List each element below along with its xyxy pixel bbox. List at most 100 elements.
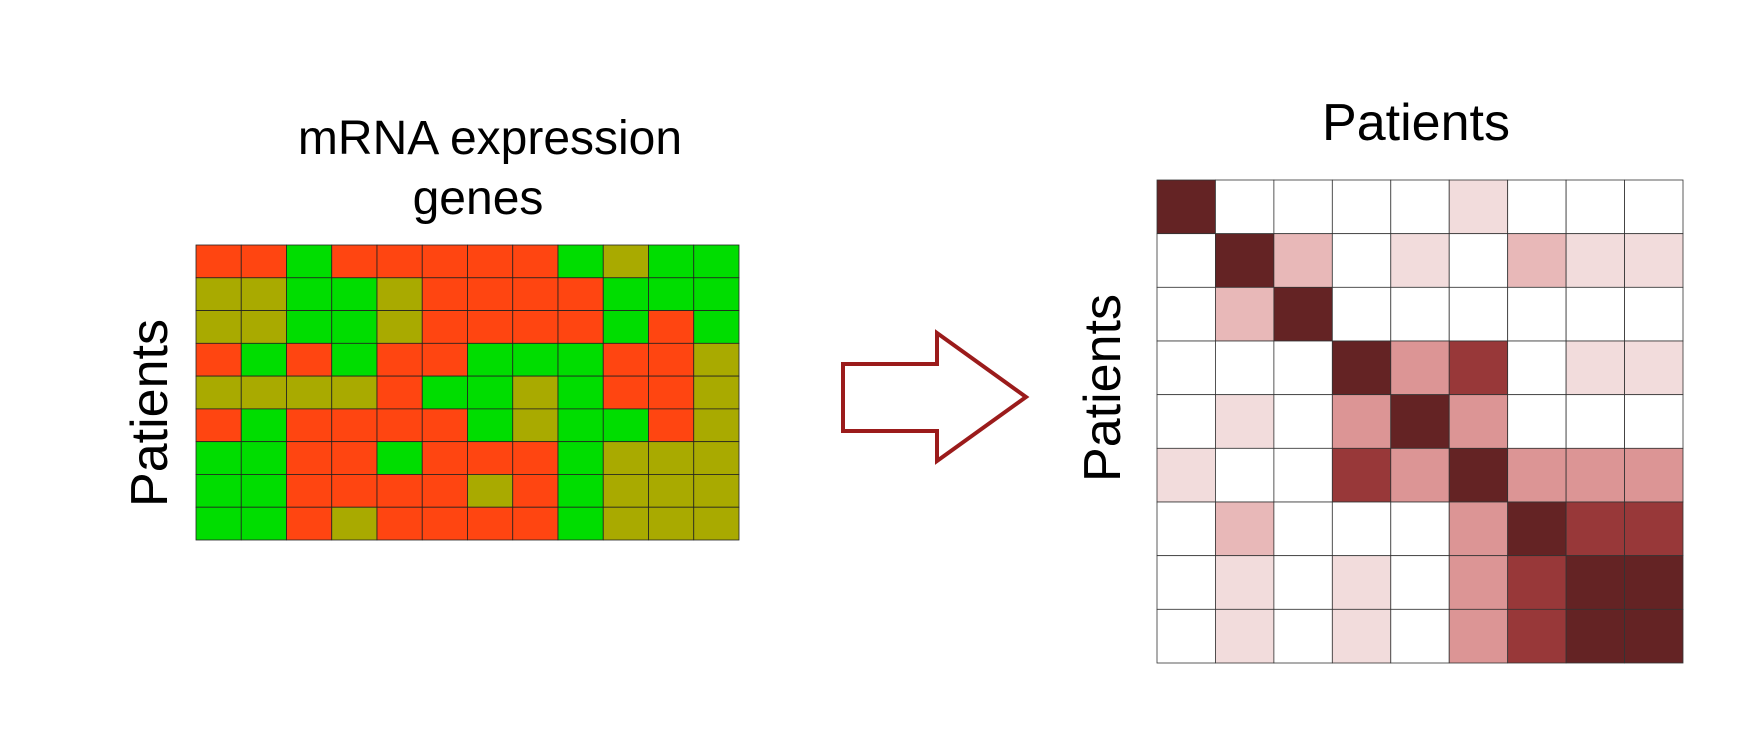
heatmap-cell (331, 375, 378, 410)
heatmap-cell (602, 506, 649, 541)
correlation-cell (1156, 179, 1216, 235)
right-row-label: Patients (1074, 294, 1132, 482)
heatmap-cell (331, 474, 378, 508)
heatmap-cell (648, 277, 695, 311)
left-title-line2: genes (413, 172, 544, 225)
correlation-heatmap (1156, 179, 1684, 664)
heatmap-cell (195, 375, 242, 410)
correlation-cell (1390, 179, 1450, 235)
heatmap-cell (467, 441, 514, 475)
correlation-cell (1390, 394, 1450, 449)
heatmap-cell (602, 277, 649, 311)
correlation-cell (1331, 555, 1392, 610)
correlation-cell (1565, 447, 1625, 503)
correlation-cell (1507, 179, 1567, 235)
correlation-cell (1507, 233, 1567, 288)
correlation-cell (1390, 286, 1450, 342)
correlation-cell (1331, 608, 1392, 664)
correlation-cell (1624, 555, 1684, 610)
heatmap-cell (602, 310, 649, 344)
heatmap-cell (557, 277, 604, 311)
heatmap-cell (331, 277, 378, 311)
heatmap-cell (376, 310, 423, 344)
heatmap-cell (421, 441, 468, 475)
correlation-cell (1215, 340, 1275, 396)
heatmap-cell (648, 408, 695, 443)
heatmap-cell (693, 441, 740, 475)
heatmap-cell (421, 342, 468, 377)
correlation-cell (1273, 555, 1333, 610)
heatmap-cell (331, 408, 378, 443)
correlation-cell (1448, 233, 1509, 288)
heatmap-cell (240, 375, 287, 410)
heatmap-cell (693, 408, 740, 443)
heatmap-cell (648, 310, 695, 344)
left-panel: mRNA expression genes Patients (121, 112, 740, 541)
correlation-cell (1448, 608, 1509, 664)
correlation-cell (1215, 501, 1275, 557)
heatmap-cell (512, 375, 559, 410)
heatmap-cell (286, 474, 333, 508)
heatmap-cell (693, 506, 740, 541)
heatmap-cell (286, 277, 333, 311)
correlation-cell (1624, 394, 1684, 449)
heatmap-cell (512, 342, 559, 377)
heatmap-cell (557, 506, 604, 541)
heatmap-cell (240, 441, 287, 475)
correlation-cell (1624, 501, 1684, 557)
correlation-cell (1156, 555, 1216, 610)
heatmap-cell (376, 408, 423, 443)
correlation-cell (1273, 608, 1333, 664)
left-row-label: Patients (121, 319, 179, 507)
correlation-cell (1156, 608, 1216, 664)
heatmap-cell (557, 342, 604, 377)
heatmap-cell (512, 244, 559, 279)
heatmap-cell (376, 244, 423, 279)
correlation-cell (1156, 394, 1216, 449)
heatmap-cell (421, 474, 468, 508)
correlation-cell (1331, 340, 1392, 396)
heatmap-cell (240, 408, 287, 443)
heatmap-cell (331, 244, 378, 279)
correlation-cell (1331, 179, 1392, 235)
correlation-cell (1390, 340, 1450, 396)
heatmap-cell (512, 277, 559, 311)
heatmap-cell (286, 244, 333, 279)
correlation-cell (1331, 501, 1392, 557)
heatmap-cell (421, 310, 468, 344)
heatmap-cell (693, 342, 740, 377)
heatmap-cell (421, 408, 468, 443)
correlation-cell (1448, 555, 1509, 610)
heatmap-cell (421, 506, 468, 541)
correlation-cell (1565, 179, 1625, 235)
correlation-cell (1624, 608, 1684, 664)
heatmap-cell (240, 244, 287, 279)
correlation-cell (1390, 608, 1450, 664)
heatmap-cell (467, 244, 514, 279)
heatmap-cell (467, 375, 514, 410)
correlation-cell (1215, 608, 1275, 664)
correlation-cell (1507, 340, 1567, 396)
heatmap-cell (376, 441, 423, 475)
correlation-cell (1448, 179, 1509, 235)
heatmap-cell (195, 310, 242, 344)
heatmap-cell (557, 310, 604, 344)
right-arrow-icon (841, 329, 1030, 465)
correlation-cell (1273, 501, 1333, 557)
heatmap-cell (693, 474, 740, 508)
correlation-cell (1507, 555, 1567, 610)
transform-arrow (841, 329, 1030, 465)
heatmap-cell (195, 408, 242, 443)
heatmap-cell (693, 244, 740, 279)
correlation-cell (1565, 608, 1625, 664)
correlation-cell (1156, 233, 1216, 288)
correlation-cell (1507, 608, 1567, 664)
heatmap-cell (648, 342, 695, 377)
heatmap-cell (648, 244, 695, 279)
correlation-cell (1565, 555, 1625, 610)
heatmap-cell (557, 244, 604, 279)
correlation-cell (1273, 286, 1333, 342)
heatmap-cell (693, 375, 740, 410)
heatmap-cell (286, 310, 333, 344)
